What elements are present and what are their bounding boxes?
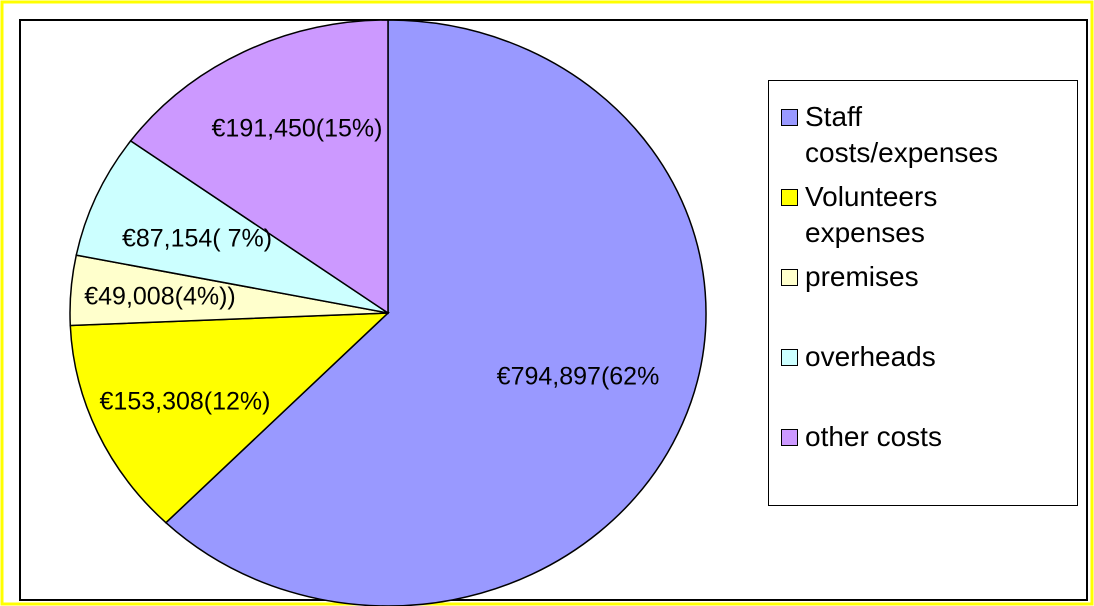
slice-label: €87,154( 7%) [122, 225, 272, 253]
legend-item: Staff costs/expenses [781, 99, 998, 171]
slice-label: €794,897(62% [497, 363, 660, 391]
pie-slice [69, 312, 390, 524]
pie-slice [164, 19, 707, 606]
legend-label: Staff costs/expenses [805, 101, 998, 168]
legend-item: other costs [781, 419, 1035, 455]
slice-label: €191,450(15%) [212, 115, 383, 143]
legend-swatch [781, 109, 798, 126]
legend-label: premises [805, 261, 919, 292]
legend-label: Volunteers expenses [805, 181, 938, 248]
pie-slice [129, 19, 389, 315]
legend-item: Volunteers expenses [781, 179, 985, 251]
slice-label: €49,008(4%)) [84, 283, 235, 311]
legend-swatch [781, 349, 798, 366]
pie-slice [75, 139, 389, 314]
legend-swatch [781, 269, 798, 286]
legend: Staff costs/expenses Volunteers expenses p… [768, 80, 1078, 506]
legend-swatch [781, 189, 798, 206]
legend-label: other costs [805, 421, 942, 452]
legend-item: premises [781, 259, 1035, 295]
legend-label: overheads [805, 341, 936, 372]
legend-swatch [781, 429, 798, 446]
slice-label: €153,308(12%) [100, 388, 271, 416]
legend-item: overheads [781, 339, 1035, 375]
